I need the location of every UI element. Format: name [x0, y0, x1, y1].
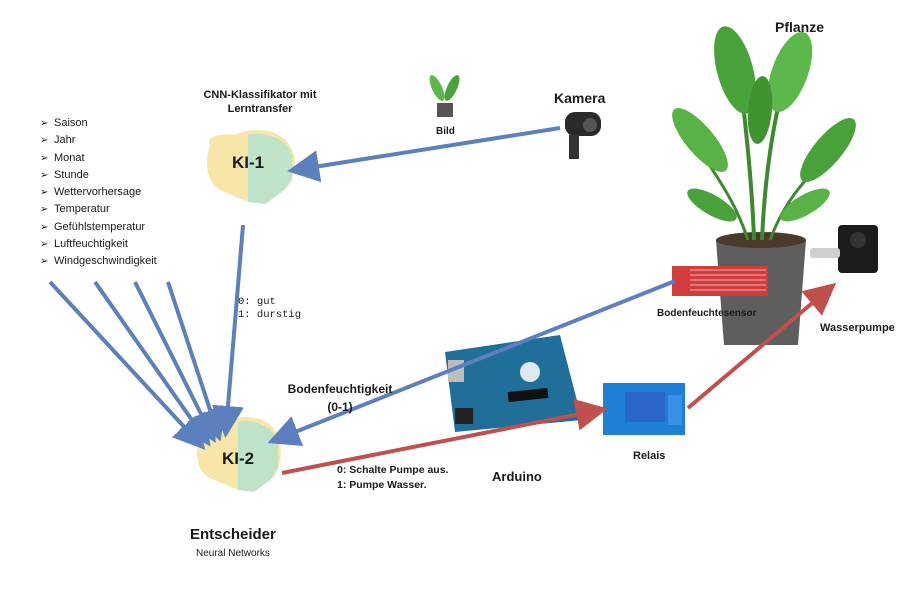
feature-label: Wettervorhersage: [54, 186, 142, 199]
ki2-title: Entscheider: [190, 526, 276, 543]
image-label: Bild: [436, 126, 455, 137]
ki2-subtitle: Neural Networks: [196, 548, 270, 559]
feature-list-item: ➢ Temperatur: [40, 201, 157, 218]
arrow-feature-2: [93, 280, 211, 447]
arduino-label: Arduino: [492, 469, 542, 484]
feature-list-item: ➢ Gefühlstemperatur: [40, 219, 157, 236]
arrow-relay-to-pump: [686, 282, 837, 410]
arrow-ki1-to-ki2: [212, 224, 245, 438]
decision-label-line2: 1: Pumpe Wasser.: [337, 479, 427, 491]
chevron-right-icon: ➢: [40, 152, 49, 164]
decision-label: 0: Schalte Pumpe aus. 1: Pumpe Wasser.: [337, 463, 448, 493]
feature-label: Saison: [54, 117, 88, 129]
water-pump-illustration: [810, 225, 878, 273]
ki1-title-line1: CNN-Klassifikator mit: [203, 89, 317, 101]
feature-list-item: ➢ Wettervorhersage: [40, 184, 157, 201]
chevron-right-icon: ➢: [40, 118, 49, 129]
camera-illustration: [565, 112, 601, 159]
feature-label: Windgeschwindigkeit: [54, 255, 157, 268]
arrow-ki2-to-relay: [281, 398, 608, 475]
ki1-brain-icon: [207, 130, 295, 204]
feature-list-item: ➢ Luftfeuchtigkeit: [40, 236, 157, 253]
arrow-sensor-to-ki2: [267, 279, 676, 447]
feature-label: Jahr: [54, 134, 76, 147]
plant-illustration: [672, 26, 856, 345]
feature-list-item: ➢ Jahr: [40, 132, 157, 149]
ki1-label: KI-1: [232, 153, 265, 172]
arrow-feature-4: [166, 281, 226, 442]
ki1-title: CNN-Klassifikator mit Lerntransfer: [178, 88, 342, 116]
moisture-label-line1: Bodenfeuchtigkeit: [287, 382, 393, 396]
plant-label: Pflanze: [775, 19, 825, 35]
feature-label: Monat: [54, 151, 85, 164]
ki1-output: 0: gut 1: durstig: [238, 296, 301, 322]
relay-module-illustration: [603, 383, 685, 435]
feature-list-item: ➢ Monat: [40, 150, 157, 167]
relay-label: Relais: [633, 450, 666, 462]
decision-label-line1: 0: Schalte Pumpe aus.: [337, 464, 449, 476]
feature-list-item: ➢ Windgeschwindigkeit: [40, 253, 157, 270]
chevron-right-icon: ➢: [40, 204, 49, 216]
chevron-right-icon: ➢: [40, 135, 49, 147]
moisture-label-line2: (0-1): [327, 400, 353, 414]
camera-label: Kamera: [554, 90, 606, 106]
image-plant-icon: [429, 75, 460, 117]
feature-label: Stunde: [54, 168, 89, 181]
chevron-right-icon: ➢: [40, 169, 49, 181]
soil-sensor-illustration: [672, 266, 768, 296]
arrow-camera-to-ki1: [287, 126, 561, 183]
ki1-output-line1: 0: gut: [238, 296, 276, 308]
ki2-label: KI-2: [222, 449, 255, 468]
chevron-right-icon: ➢: [40, 239, 49, 251]
chevron-right-icon: ➢: [40, 187, 49, 199]
pump-label: Wasserpumpe: [820, 322, 895, 334]
chevron-right-icon: ➢: [40, 221, 49, 233]
feature-list-item: ➢ Stunde: [40, 167, 157, 184]
feature-list-item: ➢ Saison: [40, 115, 157, 132]
chevron-right-icon: ➢: [40, 256, 49, 268]
feature-list: ➢ Saison ➢ Jahr ➢ Monat ➢ Stunde ➢ Wettervorhersa…: [40, 115, 157, 271]
ki1-output-line2: 1: durstig: [238, 309, 302, 321]
moisture-label: Bodenfeuchtigkeit (0-1): [284, 380, 396, 416]
feature-label: Luftfeuchtigkeit: [54, 238, 128, 251]
feature-label: Gefühlstemperatur: [54, 220, 146, 233]
feature-label: Temperatur: [54, 203, 110, 216]
arrow-feature-1: [48, 280, 206, 450]
sensor-label: Bodenfeuchtesensor: [657, 308, 757, 319]
ki1-title-line2: Lerntransfer: [227, 103, 293, 115]
